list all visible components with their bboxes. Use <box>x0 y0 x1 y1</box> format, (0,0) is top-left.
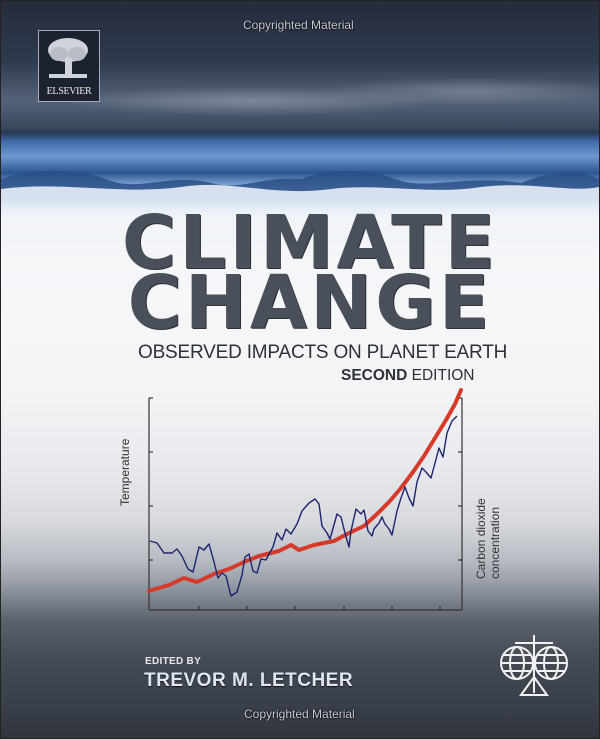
title-line-1: CLIMATE <box>121 200 499 286</box>
globes-scales-icon <box>500 635 568 696</box>
y-axis-label-right: Carbon dioxide concentration <box>474 498 502 579</box>
copyright-watermark-bottom: Copyrighted Material <box>244 707 355 721</box>
y-axis-label-left: Temperature <box>118 438 132 506</box>
ocean-waves <box>1 170 599 201</box>
storm-clouds <box>1 61 599 131</box>
co2-temperature-chart <box>147 388 463 611</box>
edition-word: EDITION <box>407 367 475 384</box>
elsevier-logo-text: ELSEVIER <box>46 86 92 97</box>
copyright-watermark-top: Copyrighted Material <box>243 18 354 32</box>
edition-number: SECOND <box>341 367 408 384</box>
editor-name: TREVOR M. LETCHER <box>144 670 354 691</box>
edited-by-label: EDITED BY <box>145 656 202 667</box>
tree-icon <box>48 38 88 78</box>
title-line-2: CHANGE <box>127 260 493 346</box>
subtitle: OBSERVED IMPACTS ON PLANET EARTH <box>138 342 508 363</box>
elsevier-logo: ELSEVIER <box>38 30 100 102</box>
edition-label: SECOND EDITION <box>341 367 475 385</box>
